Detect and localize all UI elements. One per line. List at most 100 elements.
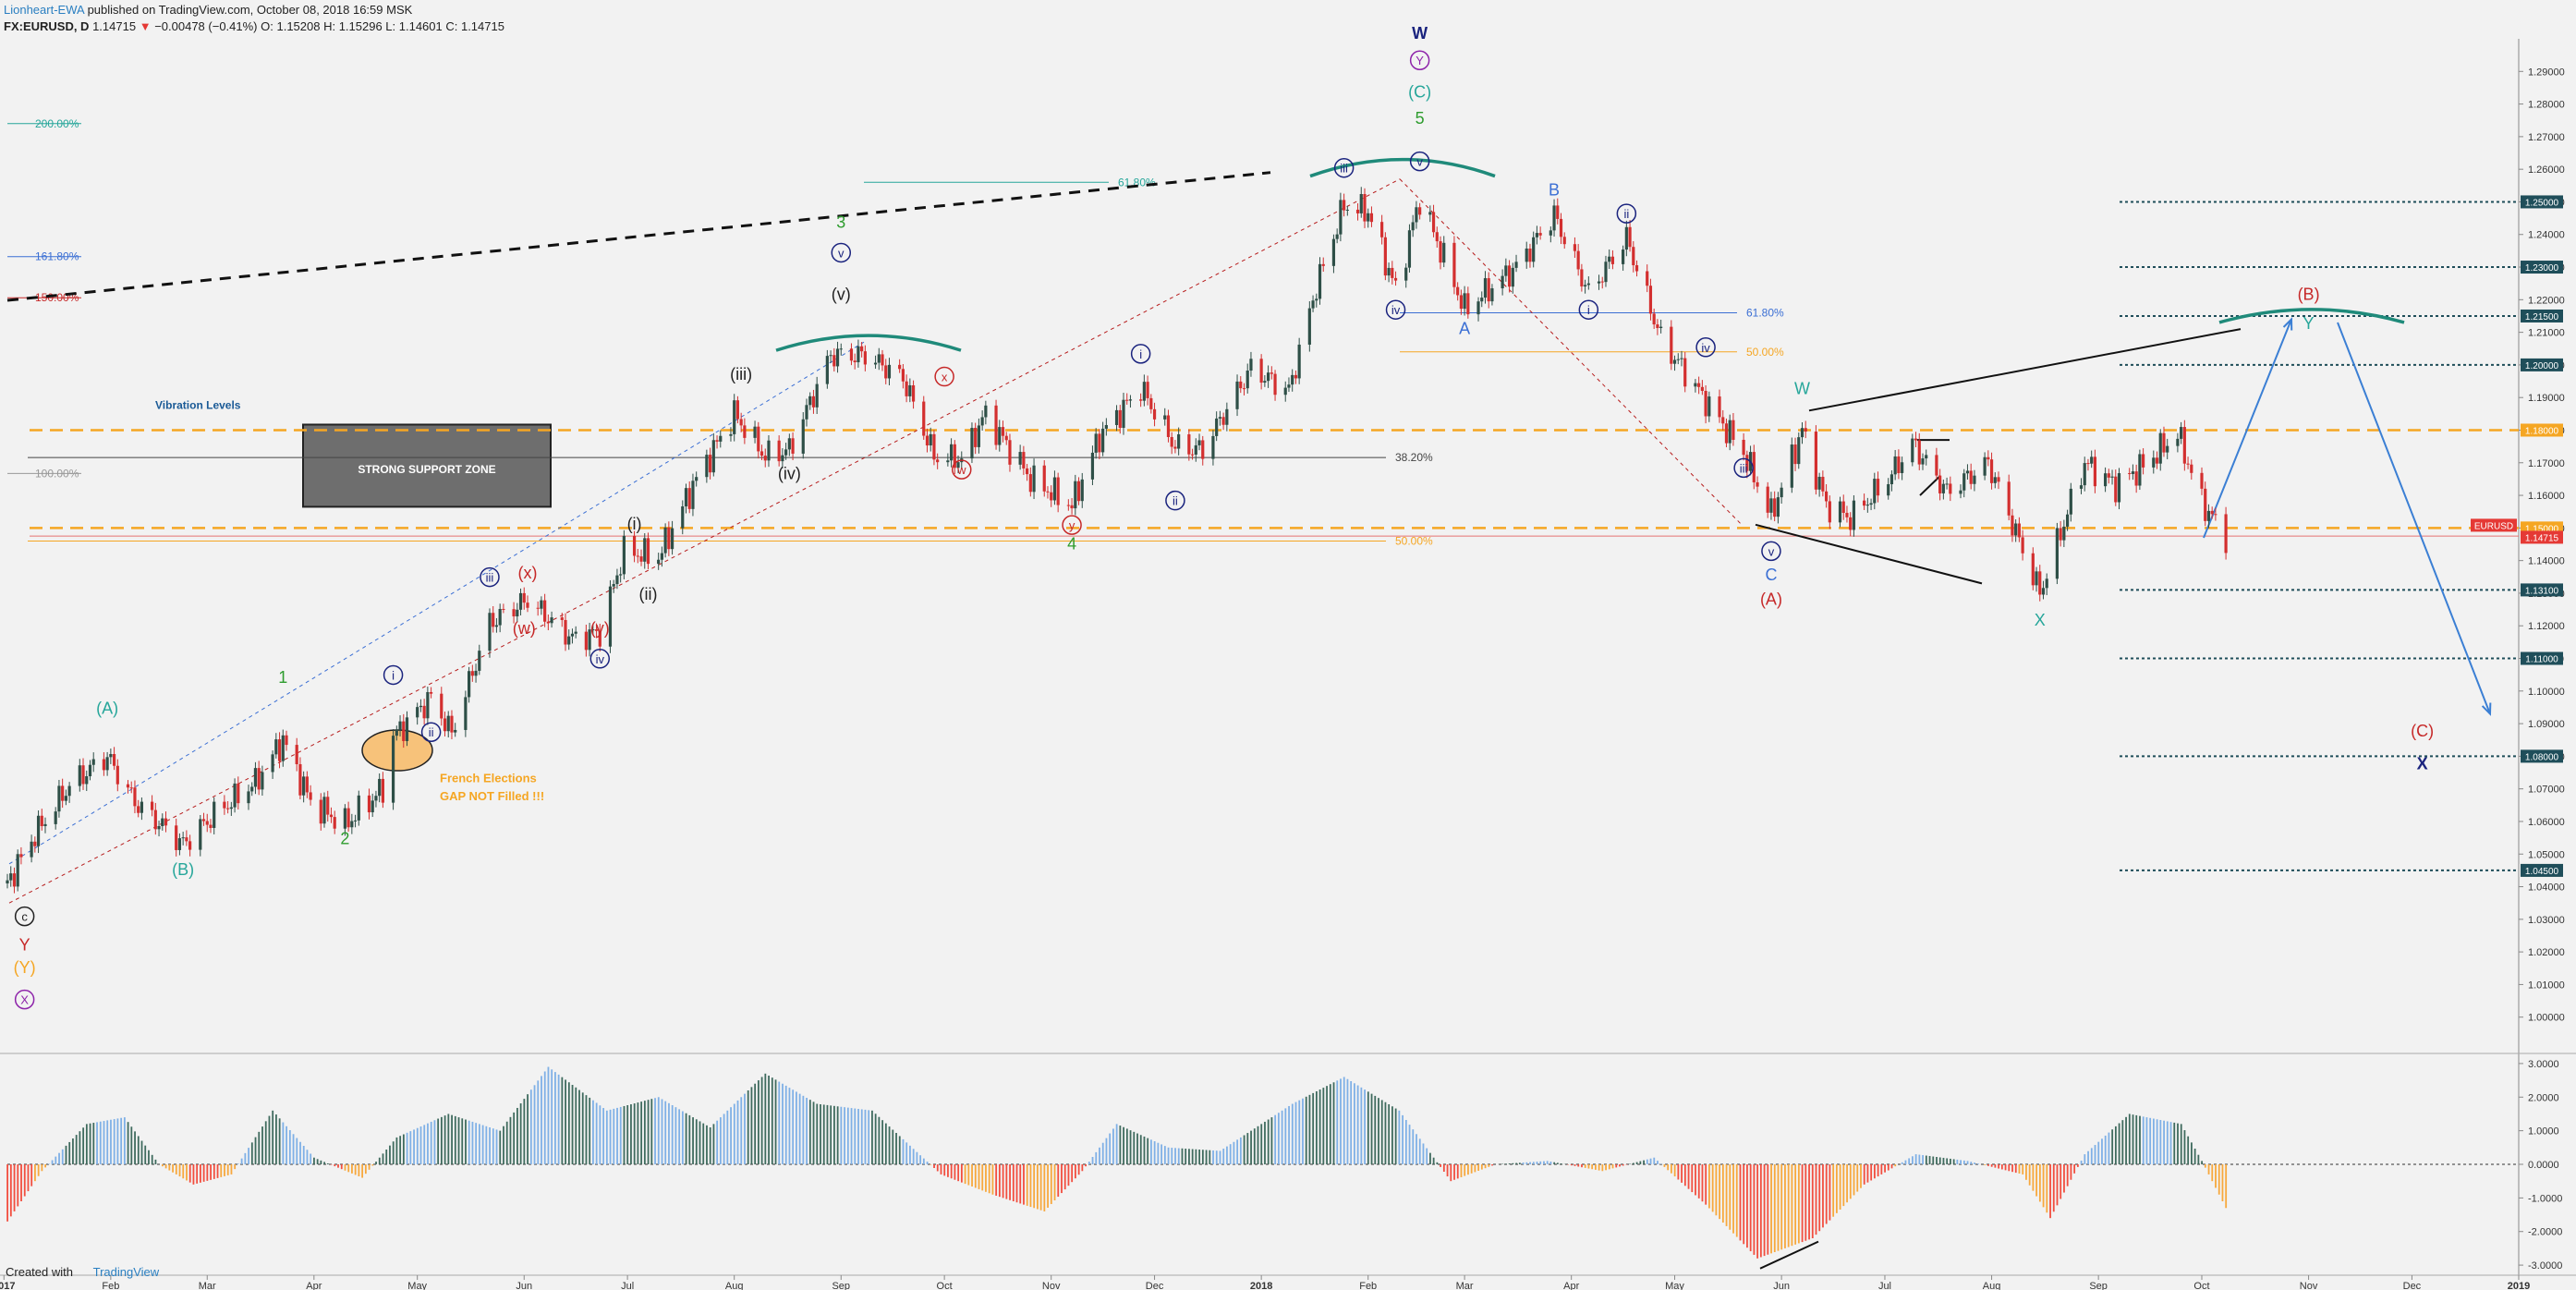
candle (443, 712, 447, 736)
candle (429, 687, 433, 699)
candle (2038, 565, 2042, 602)
candle (1463, 286, 1466, 316)
candle-body (543, 600, 547, 622)
candle-body (588, 629, 591, 651)
level-tag (2521, 261, 2563, 274)
candle (353, 814, 358, 828)
candle (88, 760, 92, 781)
candle (980, 410, 984, 432)
candle (1439, 236, 1442, 270)
candle-body (612, 584, 615, 587)
candle (901, 364, 905, 389)
candle (1318, 257, 1322, 305)
osc-bar (454, 1115, 456, 1164)
osc-bar (554, 1072, 556, 1164)
osc-bar (272, 1110, 274, 1164)
wave-label-circle (1385, 299, 1406, 320)
osc-bar (630, 1104, 632, 1164)
candle (1694, 379, 1697, 393)
x-tick-label: Nov (1042, 1281, 1061, 1290)
wave-label: y (1069, 518, 1075, 532)
candle (715, 435, 719, 449)
candle-body (1528, 248, 1532, 262)
candle-body (309, 792, 312, 800)
candle (54, 807, 57, 830)
candle-body (1869, 503, 1873, 505)
candle (1142, 374, 1146, 407)
candle-body (1225, 408, 1229, 425)
candle (1938, 469, 1942, 501)
osc-bar (1708, 1164, 1710, 1209)
osc-bar (1191, 1149, 1194, 1164)
candle-body (1001, 427, 1005, 436)
osc-bar (1136, 1133, 1138, 1164)
candle (419, 699, 423, 712)
osc-bar (1340, 1078, 1342, 1164)
candle-body (1359, 193, 1363, 213)
candle-body (129, 787, 133, 789)
candle (2079, 478, 2084, 494)
candle-body (350, 821, 354, 828)
candle-body (201, 819, 206, 821)
candle (468, 666, 471, 703)
candle (1435, 226, 1439, 248)
candle-body (639, 556, 643, 562)
candle-body (1387, 267, 1391, 276)
x-tick-label: May (1665, 1281, 1684, 1290)
candle (884, 359, 888, 384)
candle (881, 349, 884, 371)
candle (1889, 469, 1894, 492)
osc-bar (571, 1085, 574, 1164)
candle-body (277, 739, 282, 761)
candle (1628, 220, 1632, 252)
osc-bar (323, 1162, 326, 1164)
osc-bar (1829, 1164, 1831, 1221)
osc-bar (706, 1125, 708, 1164)
candle-body (1283, 387, 1287, 396)
candle-body (1622, 249, 1625, 264)
osc-bar (1577, 1164, 1580, 1167)
candle-body (188, 841, 192, 850)
candle (40, 809, 43, 831)
osc-bar (1484, 1164, 1487, 1169)
wave-label: W (1412, 24, 1428, 43)
candle-body (450, 715, 454, 733)
osc-bar (1185, 1149, 1187, 1164)
candle-body (695, 477, 699, 481)
osc-bar (475, 1123, 478, 1164)
candle-body (343, 808, 346, 829)
candle-body (57, 785, 61, 812)
osc-bar (1222, 1149, 1225, 1164)
channel-line-lower (8, 178, 1401, 904)
candle (2131, 464, 2135, 481)
osc-bar (1671, 1164, 1672, 1174)
candle-body (1218, 417, 1221, 419)
candle (1773, 491, 1777, 522)
candle (1239, 376, 1243, 394)
osc-bar (1721, 1164, 1724, 1223)
osc-bar (709, 1127, 711, 1164)
osc-bar (747, 1090, 749, 1164)
candle-body (1562, 237, 1566, 245)
candle-body (1139, 399, 1143, 401)
osc-bar (1780, 1164, 1783, 1250)
osc-bar (240, 1158, 243, 1164)
candle (1549, 226, 1552, 243)
candle (281, 729, 285, 767)
osc-bar (2142, 1116, 2145, 1164)
wave-label: w (956, 463, 966, 477)
osc-bar (1966, 1161, 1969, 1164)
osc-bar (2035, 1164, 2038, 1197)
author-link[interactable]: Lionheart-EWA (4, 3, 84, 17)
osc-bar (399, 1136, 402, 1164)
candle (371, 793, 374, 818)
candle (739, 412, 743, 432)
candle-body (371, 800, 374, 813)
candle-body (911, 384, 916, 402)
osc-bar (719, 1117, 722, 1164)
tradingview-logo[interactable]: TradingView (92, 1265, 160, 1279)
osc-bar (916, 1151, 918, 1164)
osc-bar (296, 1138, 298, 1164)
candle-body (1697, 383, 1701, 387)
